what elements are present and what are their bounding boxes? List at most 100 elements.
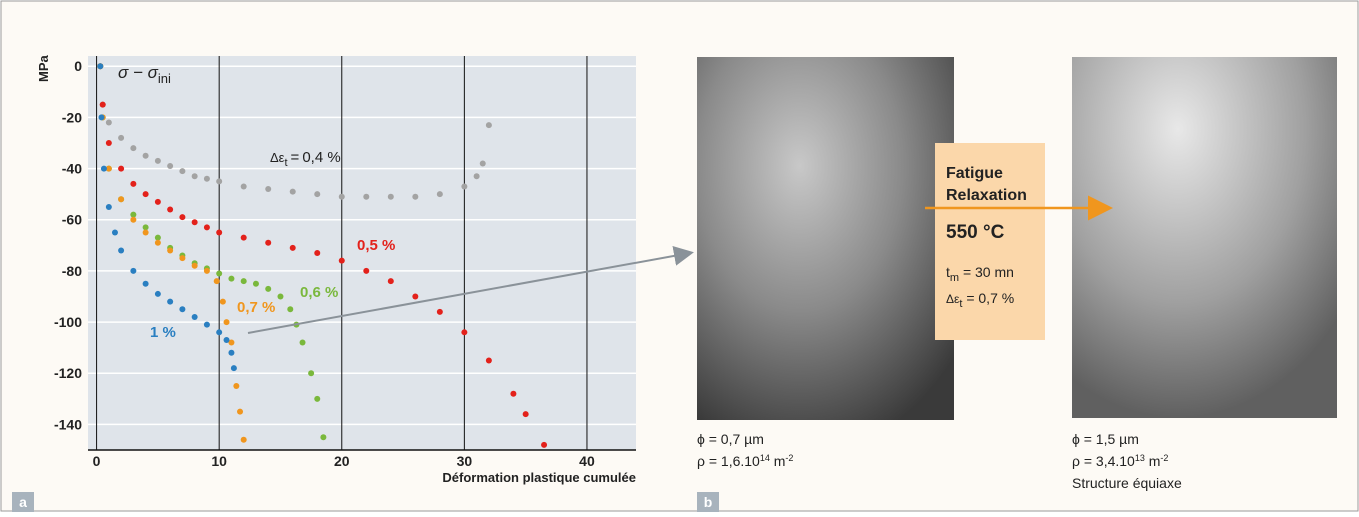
point	[522, 411, 529, 418]
rho-base: ρ = 1,6.10	[697, 453, 760, 469]
point	[154, 234, 161, 241]
point	[485, 357, 492, 364]
point	[118, 247, 125, 254]
point	[228, 349, 235, 356]
panel-a-box	[12, 492, 34, 512]
point	[314, 395, 321, 402]
point	[105, 203, 112, 210]
panel-b-box	[697, 492, 719, 512]
legend-entry: 0,5 %	[357, 237, 395, 254]
point	[320, 434, 327, 441]
point	[473, 173, 480, 180]
y-tick-label: -60	[62, 212, 82, 228]
point	[130, 216, 137, 223]
point	[265, 285, 272, 292]
y-unit: MPa	[36, 55, 51, 83]
x-tick-label: 0	[93, 453, 101, 469]
micrograph-before	[697, 57, 954, 420]
structure-note: Structure équiaxe	[1072, 475, 1182, 491]
point	[363, 193, 370, 200]
point	[216, 329, 223, 336]
rho-unit: m	[770, 453, 786, 469]
y-tick-label: -140	[54, 416, 82, 432]
points	[97, 63, 548, 448]
rho-after: ρ = 3,4.1013 m-2	[1072, 453, 1168, 469]
point	[265, 186, 272, 193]
point	[240, 278, 247, 285]
plot-area	[88, 56, 636, 450]
process-temp: 550 °C	[946, 222, 1005, 243]
point	[130, 145, 137, 152]
point	[118, 165, 125, 172]
legend-entry: 1 %	[150, 324, 176, 341]
point	[228, 339, 235, 346]
point	[223, 319, 230, 326]
point	[485, 122, 492, 129]
point	[105, 119, 112, 126]
point	[461, 183, 468, 190]
point	[228, 275, 235, 282]
panel-label: b	[704, 494, 713, 510]
point	[130, 267, 137, 274]
point	[191, 313, 198, 320]
point	[154, 157, 161, 164]
point	[314, 191, 321, 198]
point	[289, 188, 296, 195]
process-line1: Fatigue	[946, 165, 1003, 182]
grid	[88, 56, 636, 451]
point	[105, 139, 112, 146]
point	[412, 193, 419, 200]
process-de: Δεt = 0,7 %	[946, 290, 1014, 310]
point	[277, 293, 284, 300]
y-tick-label: -100	[54, 314, 82, 330]
rho-unit: m	[1145, 453, 1161, 469]
point	[479, 160, 486, 167]
point	[363, 267, 370, 274]
x-tick-label: 10	[211, 453, 227, 469]
point	[179, 168, 186, 175]
point	[167, 298, 174, 305]
series-label: 1 %	[150, 324, 176, 341]
micrograph-after	[1072, 57, 1337, 418]
point	[142, 224, 149, 231]
point	[118, 196, 125, 203]
point	[179, 306, 186, 313]
point	[461, 329, 468, 336]
rho-before: ρ = 1,6.1014 m-2	[697, 453, 793, 469]
point	[99, 101, 106, 108]
annotation-eq: =	[291, 149, 300, 166]
point	[436, 191, 443, 198]
annotation-sub: t	[284, 157, 287, 169]
point	[287, 306, 294, 313]
phi-after: ϕ = 1,5 µm	[1072, 431, 1139, 447]
x-tick-label: 20	[334, 453, 350, 469]
point	[216, 229, 223, 236]
point	[240, 183, 247, 190]
point	[130, 211, 137, 218]
point	[154, 290, 161, 297]
point	[233, 383, 240, 390]
point	[289, 244, 296, 251]
series-label: Δεt = 0,4 %	[270, 149, 341, 169]
point	[167, 247, 174, 254]
annotation-base: Δε	[270, 150, 285, 165]
point	[314, 250, 321, 256]
point	[265, 239, 272, 246]
point	[387, 193, 394, 200]
point	[130, 180, 137, 187]
y-tick-label: -120	[54, 365, 82, 381]
point	[510, 390, 517, 397]
y-label-base: σ − σ	[118, 63, 159, 82]
point	[142, 280, 149, 287]
series-label: 0,5 %	[357, 237, 395, 254]
process-box	[935, 143, 1045, 340]
point	[240, 234, 247, 241]
y-label-sub: ini	[158, 71, 171, 86]
point	[299, 339, 306, 346]
point	[436, 308, 443, 315]
point	[191, 219, 198, 226]
rho-unit-exp: -2	[785, 453, 793, 463]
y-tick-label: -40	[62, 161, 82, 177]
point	[167, 163, 174, 170]
point	[338, 257, 345, 264]
